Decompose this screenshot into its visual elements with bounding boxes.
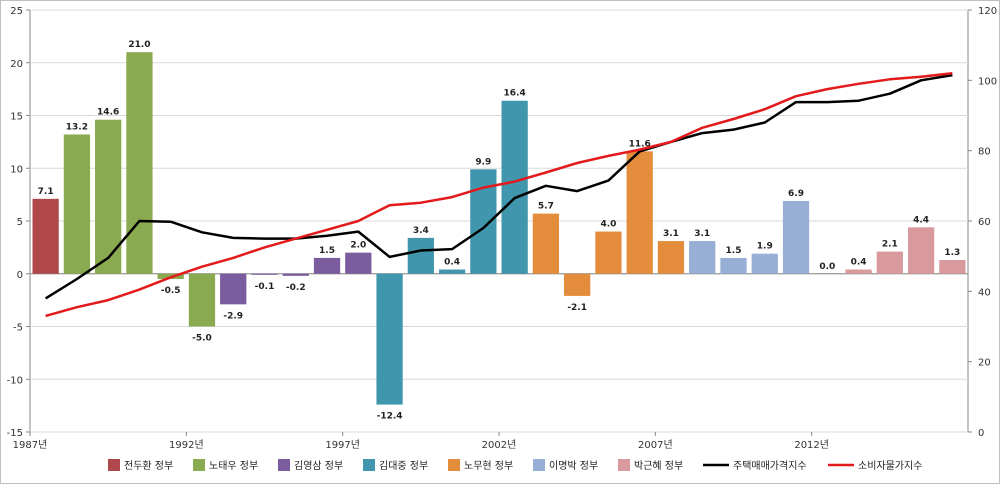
right-tick-label: 40: [978, 287, 991, 298]
bar: [313, 257, 341, 274]
housing-price-index-line: [44, 73, 953, 300]
legend-swatch: [618, 459, 630, 471]
left-tick-label: 25: [10, 6, 23, 17]
x-tick-label: 1997년: [325, 439, 360, 451]
right-tick-label: 100: [978, 76, 997, 87]
bar-value-label: -0.5: [161, 286, 181, 296]
bar: [782, 200, 810, 274]
right-tick-label: 120: [978, 6, 997, 17]
bar-value-label: 5.7: [538, 202, 554, 212]
bar: [407, 237, 434, 274]
bar-value-label: 16.4: [504, 89, 526, 99]
left-tick-label: 10: [10, 164, 23, 175]
bar-value-label: 7.1: [38, 187, 54, 197]
bar: [626, 151, 653, 274]
bar-value-label: 3.1: [663, 229, 679, 239]
left-tick-label: 15: [10, 112, 23, 123]
bar-value-label: 4.0: [600, 220, 616, 230]
left-tick-label: -5: [13, 323, 23, 334]
right-tick-label: 80: [978, 147, 991, 158]
bar-value-label: 4.4: [913, 215, 929, 225]
bar: [282, 273, 309, 276]
bar: [501, 100, 528, 274]
bar: [751, 253, 778, 274]
right-tick-label: 60: [978, 217, 991, 228]
bar: [689, 241, 716, 274]
left-tick-label: 20: [10, 59, 23, 70]
bar: [595, 231, 622, 274]
bar: [32, 198, 59, 274]
bar: [907, 227, 935, 274]
left-tick-label: 0: [17, 270, 23, 281]
bar-value-label: -0.1: [255, 282, 275, 292]
bar-value-label: 0.4: [444, 258, 460, 268]
bar-value-label: 2.0: [350, 241, 366, 251]
right-tick-label: 0: [978, 428, 984, 439]
right-tick-label: 20: [978, 358, 991, 369]
left-tick-label: -10: [7, 375, 23, 386]
consumer-price-index-line: [45, 72, 953, 318]
bar: [876, 251, 903, 274]
legend-swatch: [108, 459, 120, 471]
bar: [345, 252, 372, 274]
bar: [564, 273, 591, 296]
bar: [720, 257, 747, 274]
bar-value-label: 2.1: [882, 240, 898, 250]
legend-label: 주택매매가격지수: [733, 459, 807, 472]
bar-value-label: 13.2: [66, 122, 88, 132]
bar-value-label: 1.5: [726, 246, 742, 256]
bar: [188, 273, 216, 327]
bar: [438, 269, 466, 274]
bar-value-label: 6.9: [788, 189, 804, 199]
bar: [126, 52, 153, 274]
legend-swatch: [193, 459, 205, 471]
legend-label: 이명박 정부: [549, 460, 598, 472]
bar-value-label: 3.4: [413, 226, 429, 236]
bar-value-label: -5.0: [192, 334, 212, 344]
bar: [845, 269, 872, 274]
bar-value-label: -0.2: [286, 283, 306, 293]
bar-value-label: 14.6: [97, 108, 119, 118]
bar: [657, 241, 685, 274]
bar: [939, 260, 966, 274]
legend-swatch: [363, 459, 375, 471]
bar: [220, 273, 247, 305]
bar-value-label: 1.5: [319, 246, 335, 256]
legend-swatch: [278, 459, 290, 471]
left-tick-label: 5: [17, 217, 23, 228]
bar: [63, 134, 91, 274]
bar-value-label: 0.4: [851, 258, 867, 268]
bar: [376, 273, 403, 405]
bar: [95, 119, 122, 274]
bar-value-label: 1.3: [944, 248, 960, 258]
x-tick-label: 1992년: [169, 439, 204, 451]
x-tick-label: 2007년: [638, 439, 673, 451]
legend-swatch: [448, 459, 460, 471]
legend-swatch: [533, 459, 545, 471]
legend-label: 박근혜 정부: [634, 460, 683, 472]
left-tick-label: -15: [7, 428, 23, 439]
bar-value-label: -2.9: [223, 311, 243, 321]
x-tick-label: 1987년: [13, 439, 48, 451]
bar-value-label: -12.4: [377, 412, 403, 422]
legend-label: 소비자물가지수: [858, 460, 922, 472]
bar-value-label: 0.0: [819, 262, 835, 272]
legend-label: 노태우 정부: [209, 460, 258, 472]
bar-value-label: 1.9: [757, 242, 773, 252]
legend-label: 김영삼 정부: [294, 460, 343, 472]
legend-label: 김대중 정부: [379, 460, 428, 472]
x-tick-label: 2012년: [794, 439, 829, 451]
bar-value-label: 11.6: [629, 139, 651, 149]
bar: [251, 273, 278, 275]
bar-value-label: 9.9: [475, 157, 491, 167]
bar-value-label: 21.0: [128, 40, 150, 50]
legend-label: 전두환 정부: [124, 460, 173, 472]
bar: [532, 213, 560, 274]
bar-value-label: -2.1: [567, 303, 587, 313]
bar-value-label: 3.1: [694, 229, 710, 239]
x-tick-label: 2002년: [482, 439, 517, 451]
legend-label: 노무현 정부: [464, 460, 513, 472]
